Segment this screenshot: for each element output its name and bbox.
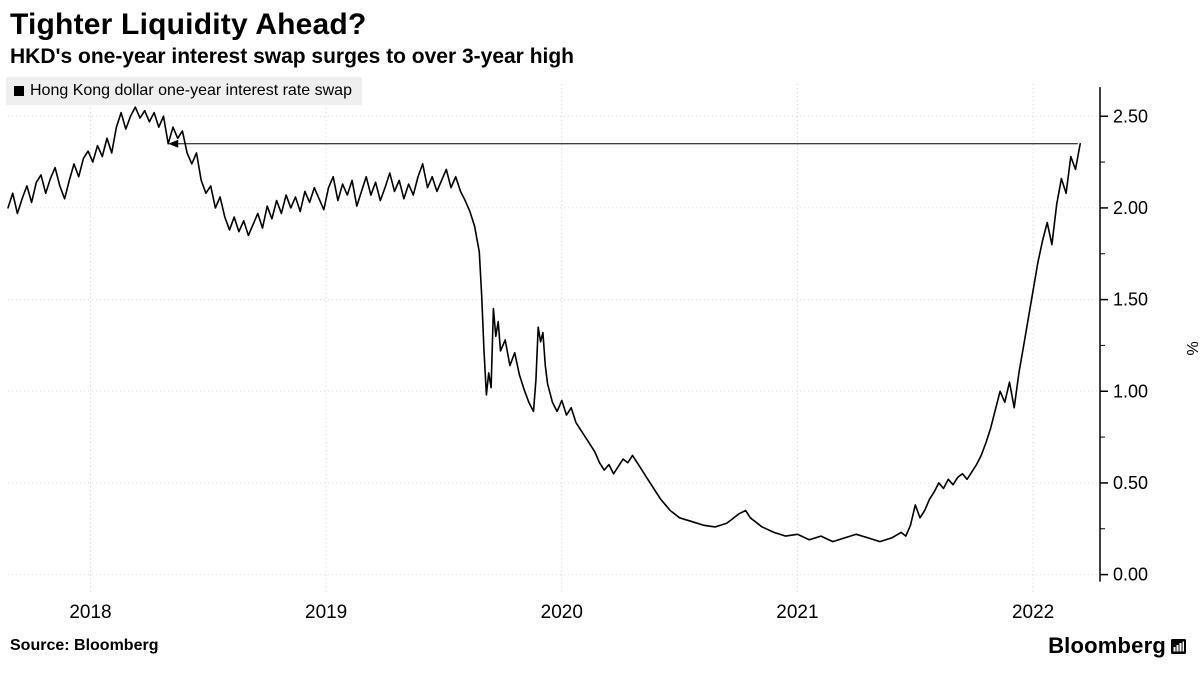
legend-label: Hong Kong dollar one-year interest rate … xyxy=(30,82,352,100)
bloomberg-wordmark: Bloomberg xyxy=(1048,633,1166,658)
chart-header: Tighter Liquidity Ahead? HKD's one-year … xyxy=(0,0,1200,69)
page-subtitle: HKD's one-year interest swap surges to o… xyxy=(10,45,575,68)
svg-text:1.50: 1.50 xyxy=(1113,290,1148,310)
svg-text:2.00: 2.00 xyxy=(1113,198,1148,218)
svg-text:0.00: 0.00 xyxy=(1113,565,1148,585)
svg-text:2021: 2021 xyxy=(776,602,818,623)
svg-text:2022: 2022 xyxy=(1012,602,1054,623)
svg-text:1.00: 1.00 xyxy=(1113,381,1148,401)
bloomberg-logo: Bloomberg xyxy=(1048,633,1186,659)
svg-text:2019: 2019 xyxy=(305,602,347,623)
chart-area: Hong Kong dollar one-year interest rate … xyxy=(0,69,1200,625)
svg-text:2020: 2020 xyxy=(541,602,583,623)
svg-text:%: % xyxy=(1183,341,1200,355)
source-label: Source: Bloomberg xyxy=(10,637,159,654)
bloomberg-terminal-icon xyxy=(1171,638,1186,654)
legend-marker-icon xyxy=(14,86,24,97)
svg-text:2.50: 2.50 xyxy=(1113,106,1148,126)
svg-text:2018: 2018 xyxy=(69,602,111,623)
page-title: Tighter Liquidity Ahead? xyxy=(10,8,367,41)
legend: Hong Kong dollar one-year interest rate … xyxy=(6,77,362,106)
line-chart: 0.00 0.50 1.00 1.50 2.00 2.50 2018 2019 2020 2021… xyxy=(7,84,1200,623)
chart-footer: Source: Bloomberg Bloomberg xyxy=(0,625,1200,675)
svg-text:0.50: 0.50 xyxy=(1113,473,1148,493)
